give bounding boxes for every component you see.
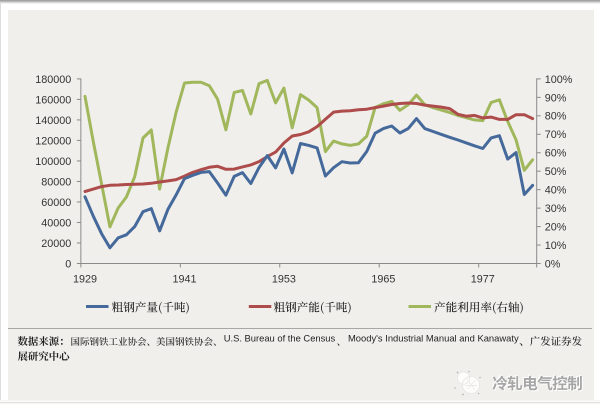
svg-text:1929: 1929 bbox=[73, 274, 97, 286]
svg-text:80%: 80% bbox=[545, 111, 567, 123]
svg-text:120000: 120000 bbox=[35, 135, 71, 147]
svg-text:10%: 10% bbox=[545, 240, 567, 252]
svg-text:50%: 50% bbox=[545, 166, 567, 178]
svg-text:40%: 40% bbox=[545, 185, 567, 197]
svg-text:20%: 20% bbox=[545, 222, 567, 234]
svg-text:60000: 60000 bbox=[41, 197, 71, 209]
svg-text:60%: 60% bbox=[545, 148, 567, 160]
svg-text:1977: 1977 bbox=[471, 274, 495, 286]
svg-text:180000: 180000 bbox=[35, 74, 71, 86]
svg-text:0: 0 bbox=[65, 258, 71, 270]
svg-text:20000: 20000 bbox=[41, 238, 71, 250]
svg-text:100000: 100000 bbox=[35, 156, 71, 168]
svg-text:70%: 70% bbox=[545, 129, 567, 141]
svg-text:140000: 140000 bbox=[35, 115, 71, 127]
svg-text:40000: 40000 bbox=[41, 217, 71, 229]
svg-text:Moody's Industrial Manual and: Moody's Industrial Manual and Kanawaty bbox=[348, 333, 519, 344]
svg-text:1941: 1941 bbox=[172, 274, 196, 286]
svg-text:0%: 0% bbox=[545, 258, 561, 270]
svg-text:100%: 100% bbox=[545, 74, 573, 86]
svg-text:80000: 80000 bbox=[41, 176, 71, 188]
svg-text:160000: 160000 bbox=[35, 94, 71, 106]
svg-text:1965: 1965 bbox=[371, 274, 395, 286]
svg-text:U.S. Bureau of the Census: U.S. Bureau of the Census bbox=[224, 333, 336, 344]
svg-text:30%: 30% bbox=[545, 203, 567, 215]
svg-text:90%: 90% bbox=[545, 92, 567, 104]
svg-text:1953: 1953 bbox=[272, 274, 296, 286]
